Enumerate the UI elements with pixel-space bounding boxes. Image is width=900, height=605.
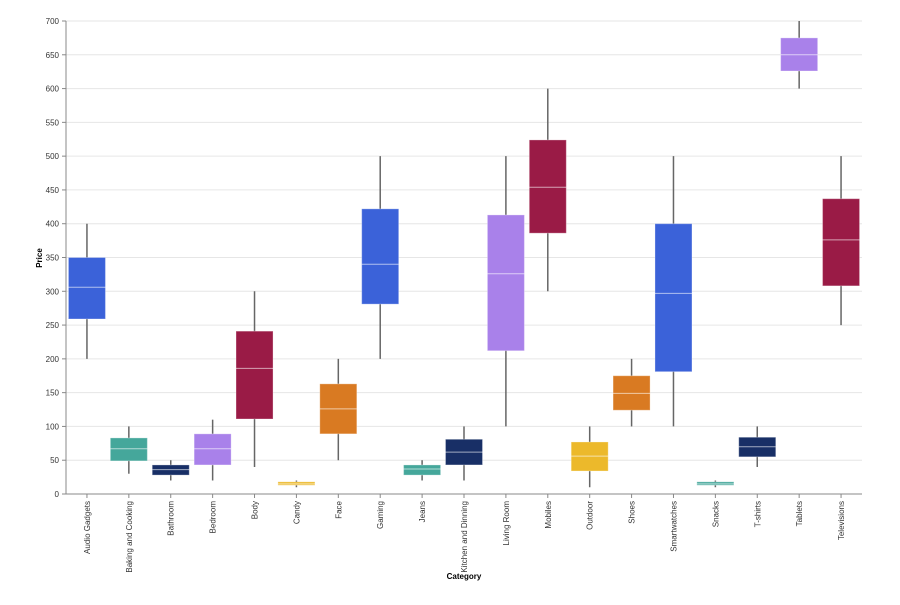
y-tick-label: 100 — [46, 422, 60, 431]
y-tick-label: 300 — [46, 287, 60, 296]
x-tick-label: Body — [251, 501, 260, 519]
x-tick-label: Shoes — [628, 501, 637, 524]
box — [193, 433, 232, 466]
x-tick-label: Living Room — [502, 501, 511, 546]
x-tick-label: Televisions — [837, 501, 846, 540]
box — [822, 198, 861, 287]
y-tick-label: 200 — [46, 355, 60, 364]
x-tick-label: Gaming — [376, 501, 385, 529]
x-axis-title: Category — [447, 572, 482, 581]
y-tick-label: 150 — [46, 389, 60, 398]
x-tick-label: Kitchen and Dinning — [460, 501, 469, 573]
y-tick-label: 350 — [46, 254, 60, 263]
grid — [66, 20, 862, 495]
y-tick-label: 600 — [46, 85, 60, 94]
box — [361, 208, 400, 305]
box — [109, 437, 148, 462]
y-tick-label: 650 — [46, 51, 60, 60]
x-tick-label: Face — [334, 500, 343, 518]
box — [486, 214, 525, 352]
x-tick-label: Smartwatches — [669, 501, 678, 552]
y-axis: 0 50 100 150 200 250 300 350 400 450 500 550 600 650 7… — [46, 17, 67, 499]
y-tick-label: 400 — [46, 220, 60, 229]
box — [528, 139, 567, 234]
boxes — [67, 21, 861, 488]
x-tick-label: Snacks — [711, 501, 720, 527]
y-axis-title: Price — [35, 248, 44, 268]
box — [235, 330, 274, 420]
x-tick-label: Jeans — [418, 501, 427, 522]
y-tick-label: 50 — [50, 456, 59, 465]
y-tick-label: 700 — [46, 17, 60, 26]
x-tick-label: Bathroom — [167, 501, 176, 536]
y-tick-label: 250 — [46, 321, 60, 330]
x-tick-label: Tablets — [795, 501, 804, 526]
box — [67, 257, 106, 320]
x-tick-label: Candy — [292, 501, 301, 524]
x-tick-label: Mobiles — [544, 501, 553, 529]
x-tick-label: Bedroom — [209, 501, 218, 534]
y-tick-label: 550 — [46, 118, 60, 127]
y-tick-label: 500 — [46, 152, 60, 161]
box — [403, 464, 442, 476]
x-tick-label: T-shirts — [753, 501, 762, 527]
x-axis: Audio Gadgets Baking and Cooking Bathroom B… — [66, 493, 862, 573]
y-tick-label: 450 — [46, 186, 60, 195]
box — [654, 223, 693, 373]
x-tick-label: Audio Gadgets — [83, 501, 92, 554]
y-tick-label: 0 — [55, 490, 60, 499]
x-tick-label: Outdoor — [586, 501, 595, 530]
x-tick-label: Baking and Cooking — [125, 501, 134, 573]
